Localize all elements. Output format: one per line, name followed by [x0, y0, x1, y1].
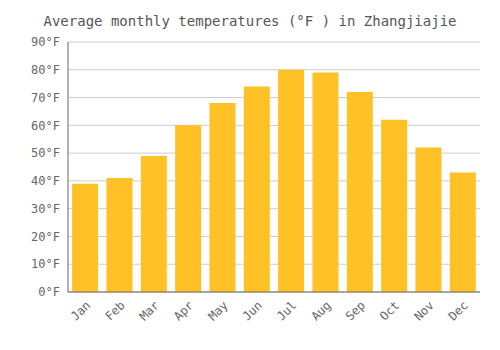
- svg-text:10°F: 10°F: [31, 257, 60, 271]
- svg-text:Nov: Nov: [411, 298, 436, 323]
- svg-text:70°F: 70°F: [31, 91, 60, 105]
- svg-text:Oct: Oct: [377, 298, 402, 323]
- svg-text:Jul: Jul: [274, 298, 299, 323]
- svg-text:Aug: Aug: [308, 298, 333, 323]
- svg-text:0°F: 0°F: [38, 285, 60, 299]
- svg-text:Mar: Mar: [137, 298, 162, 323]
- html-text:Average monthly temperatures (: Average monthly temperatures (°F ) in Zh…: [43, 13, 457, 29]
- svg-text:40°F: 40°F: [31, 174, 60, 188]
- svg-text:Apr: Apr: [171, 298, 196, 323]
- svg-text:80°F: 80°F: [31, 63, 60, 77]
- svg-text:30°F: 30°F: [31, 202, 60, 216]
- svg-text:Dec: Dec: [446, 298, 471, 323]
- svg-text:May: May: [205, 298, 230, 323]
- svg-text:Sep: Sep: [343, 298, 368, 323]
- svg-text:60°F: 60°F: [31, 119, 60, 133]
- svg-text:Jan: Jan: [68, 298, 93, 323]
- svg-text:Feb: Feb: [102, 298, 127, 323]
- svg-text:90°F: 90°F: [31, 35, 60, 49]
- svg-text:50°F: 50°F: [31, 146, 60, 160]
- svg-text:Jun: Jun: [240, 298, 265, 323]
- svg-text:20°F: 20°F: [31, 230, 60, 244]
